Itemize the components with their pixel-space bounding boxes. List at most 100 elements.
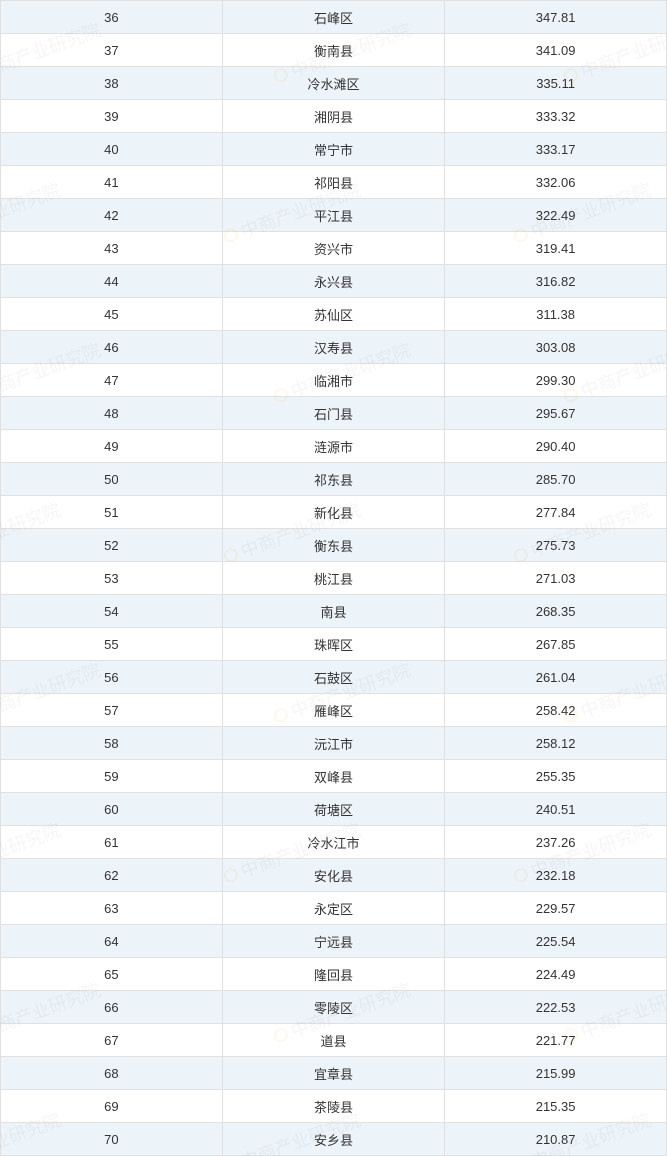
- name-cell: 永兴县: [222, 265, 444, 298]
- table-row: 42平江县322.49: [1, 199, 667, 232]
- name-cell: 珠晖区: [222, 628, 444, 661]
- rank-cell: 36: [1, 1, 223, 34]
- table-row: 63永定区229.57: [1, 892, 667, 925]
- name-cell: 零陵区: [222, 991, 444, 1024]
- name-cell: 常宁市: [222, 133, 444, 166]
- value-cell: 303.08: [445, 331, 667, 364]
- rank-cell: 54: [1, 595, 223, 628]
- name-cell: 石峰区: [222, 1, 444, 34]
- value-cell: 258.42: [445, 694, 667, 727]
- rank-cell: 47: [1, 364, 223, 397]
- value-cell: 232.18: [445, 859, 667, 892]
- name-cell: 石鼓区: [222, 661, 444, 694]
- name-cell: 衡南县: [222, 34, 444, 67]
- name-cell: 衡东县: [222, 529, 444, 562]
- rank-cell: 62: [1, 859, 223, 892]
- rank-cell: 45: [1, 298, 223, 331]
- rank-cell: 69: [1, 1090, 223, 1123]
- name-cell: 沅江市: [222, 727, 444, 760]
- name-cell: 临湘市: [222, 364, 444, 397]
- table-row: 44永兴县316.82: [1, 265, 667, 298]
- name-cell: 冷水滩区: [222, 67, 444, 100]
- name-cell: 桃江县: [222, 562, 444, 595]
- rank-cell: 51: [1, 496, 223, 529]
- value-cell: 335.11: [445, 67, 667, 100]
- rank-cell: 37: [1, 34, 223, 67]
- table-row: 40常宁市333.17: [1, 133, 667, 166]
- value-cell: 347.81: [445, 1, 667, 34]
- table-row: 37衡南县341.09: [1, 34, 667, 67]
- name-cell: 安化县: [222, 859, 444, 892]
- name-cell: 南县: [222, 595, 444, 628]
- value-cell: 299.30: [445, 364, 667, 397]
- rank-cell: 68: [1, 1057, 223, 1090]
- name-cell: 平江县: [222, 199, 444, 232]
- name-cell: 祁阳县: [222, 166, 444, 199]
- table-row: 45苏仙区311.38: [1, 298, 667, 331]
- value-cell: 275.73: [445, 529, 667, 562]
- name-cell: 涟源市: [222, 430, 444, 463]
- table-row: 67道县221.77: [1, 1024, 667, 1057]
- name-cell: 新化县: [222, 496, 444, 529]
- value-cell: 311.38: [445, 298, 667, 331]
- value-cell: 240.51: [445, 793, 667, 826]
- name-cell: 祁东县: [222, 463, 444, 496]
- value-cell: 210.87: [445, 1123, 667, 1156]
- rank-cell: 50: [1, 463, 223, 496]
- name-cell: 宜章县: [222, 1057, 444, 1090]
- table-row: 62安化县232.18: [1, 859, 667, 892]
- table-row: 51新化县277.84: [1, 496, 667, 529]
- rank-cell: 70: [1, 1123, 223, 1156]
- table-row: 57雁峰区258.42: [1, 694, 667, 727]
- table-row: 43资兴市319.41: [1, 232, 667, 265]
- table-row: 36石峰区347.81: [1, 1, 667, 34]
- table-row: 64宁远县225.54: [1, 925, 667, 958]
- value-cell: 224.49: [445, 958, 667, 991]
- name-cell: 湘阴县: [222, 100, 444, 133]
- value-cell: 225.54: [445, 925, 667, 958]
- rank-cell: 66: [1, 991, 223, 1024]
- table-row: 50祁东县285.70: [1, 463, 667, 496]
- value-cell: 290.40: [445, 430, 667, 463]
- table-row: 48石门县295.67: [1, 397, 667, 430]
- value-cell: 322.49: [445, 199, 667, 232]
- value-cell: 229.57: [445, 892, 667, 925]
- value-cell: 271.03: [445, 562, 667, 595]
- rank-cell: 67: [1, 1024, 223, 1057]
- table-row: 60荷塘区240.51: [1, 793, 667, 826]
- name-cell: 茶陵县: [222, 1090, 444, 1123]
- rank-cell: 44: [1, 265, 223, 298]
- table-row: 58沅江市258.12: [1, 727, 667, 760]
- value-cell: 333.17: [445, 133, 667, 166]
- name-cell: 雁峰区: [222, 694, 444, 727]
- name-cell: 荷塘区: [222, 793, 444, 826]
- rank-cell: 58: [1, 727, 223, 760]
- value-cell: 258.12: [445, 727, 667, 760]
- table-row: 56石鼓区261.04: [1, 661, 667, 694]
- rank-cell: 39: [1, 100, 223, 133]
- name-cell: 资兴市: [222, 232, 444, 265]
- rank-cell: 43: [1, 232, 223, 265]
- value-cell: 255.35: [445, 760, 667, 793]
- table-row: 54南县268.35: [1, 595, 667, 628]
- value-cell: 285.70: [445, 463, 667, 496]
- name-cell: 苏仙区: [222, 298, 444, 331]
- value-cell: 333.32: [445, 100, 667, 133]
- name-cell: 冷水江市: [222, 826, 444, 859]
- rank-cell: 64: [1, 925, 223, 958]
- value-cell: 295.67: [445, 397, 667, 430]
- name-cell: 双峰县: [222, 760, 444, 793]
- value-cell: 261.04: [445, 661, 667, 694]
- rank-cell: 40: [1, 133, 223, 166]
- value-cell: 215.99: [445, 1057, 667, 1090]
- table-row: 38冷水滩区335.11: [1, 67, 667, 100]
- value-cell: 222.53: [445, 991, 667, 1024]
- value-cell: 221.77: [445, 1024, 667, 1057]
- value-cell: 215.35: [445, 1090, 667, 1123]
- table-row: 59双峰县255.35: [1, 760, 667, 793]
- table-row: 70安乡县210.87: [1, 1123, 667, 1156]
- value-cell: 267.85: [445, 628, 667, 661]
- rank-cell: 38: [1, 67, 223, 100]
- name-cell: 汉寿县: [222, 331, 444, 364]
- value-cell: 316.82: [445, 265, 667, 298]
